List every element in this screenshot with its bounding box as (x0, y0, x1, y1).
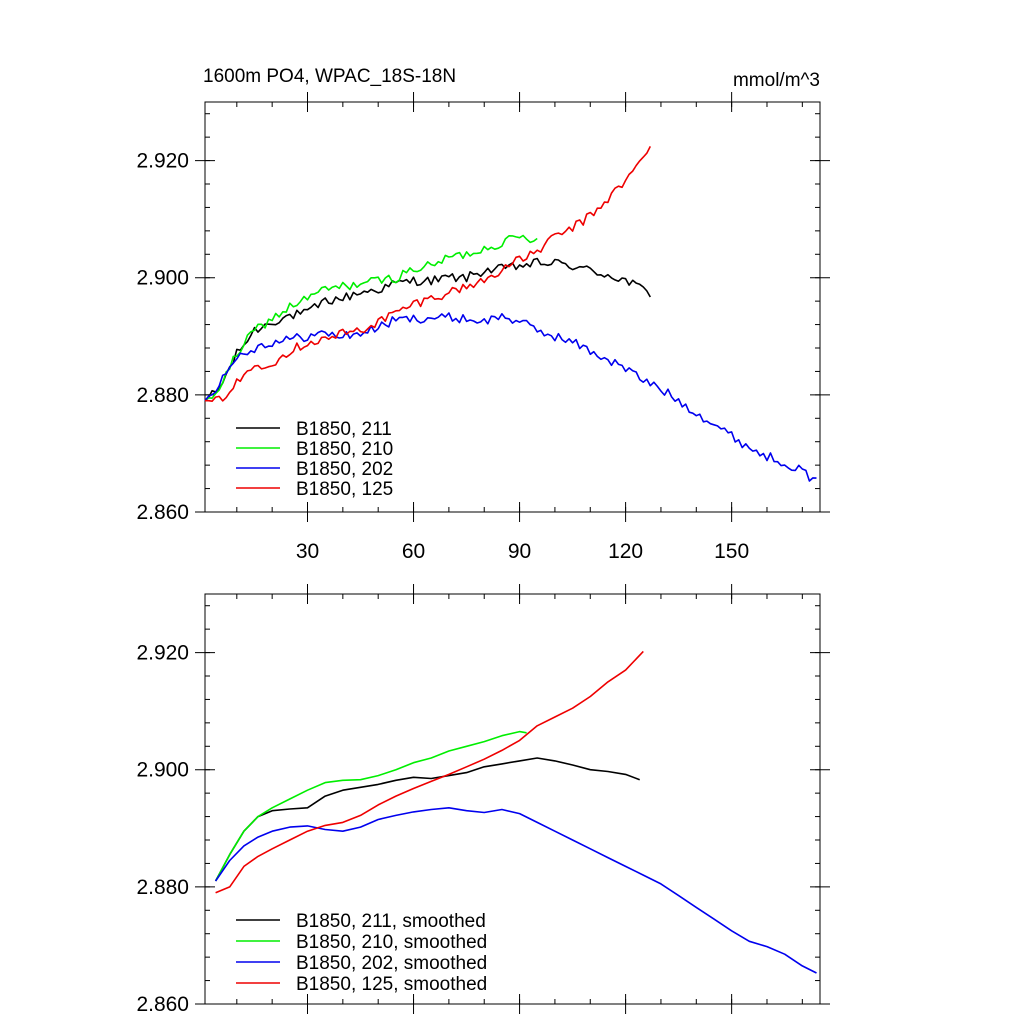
y-tick-label: 2.880 (136, 384, 189, 407)
x-tick-label: 150 (714, 540, 749, 563)
x-tick-label: 120 (608, 540, 643, 563)
chart-title: 1600m PO4, WPAC_18S-18N (203, 66, 456, 87)
legend-label: B1850, 211, smoothed (296, 911, 486, 932)
legend-label: B1850, 202, smoothed (296, 953, 487, 974)
x-tick-label: 30 (296, 540, 319, 563)
legend-label: B1850, 210 (296, 439, 393, 460)
x-tick-label: 60 (402, 540, 425, 563)
y-tick-label: 2.880 (136, 876, 189, 899)
y-tick-label: 2.900 (136, 759, 189, 782)
y-tick-label: 2.900 (136, 267, 189, 290)
series-line (204, 257, 651, 402)
legend-label: B1850, 202 (296, 459, 393, 480)
panel-bottom: 2.860 2.880 2.900 2.920 B1850, 211, smoothed… (136, 584, 830, 1016)
series-line (204, 234, 538, 402)
y-tick-label: 2.920 (136, 150, 189, 173)
series-line (214, 807, 817, 974)
y-tick-label: 2.860 (136, 993, 189, 1016)
legend-label: B1850, 210, smoothed (296, 932, 487, 953)
series-line (205, 146, 652, 402)
plot-frame (204, 101, 821, 513)
series-line (215, 650, 644, 894)
legend-label: B1850, 125 (296, 479, 393, 500)
legend-label: B1850, 125, smoothed (296, 974, 487, 995)
y-tick-label: 2.920 (136, 642, 189, 665)
series-line (204, 312, 817, 482)
x-tick-label: 90 (508, 540, 531, 563)
series-line (214, 757, 640, 882)
units-label: mmol/m^3 (733, 70, 820, 91)
panel-top: 2.860 2.880 2.900 2.920 30 60 90 120 150 B1850, 2… (136, 92, 830, 563)
legend-label: B1850, 211 (296, 419, 392, 440)
y-tick-label: 2.860 (136, 501, 189, 524)
series-line (214, 730, 527, 882)
plot-frame (204, 593, 821, 1005)
